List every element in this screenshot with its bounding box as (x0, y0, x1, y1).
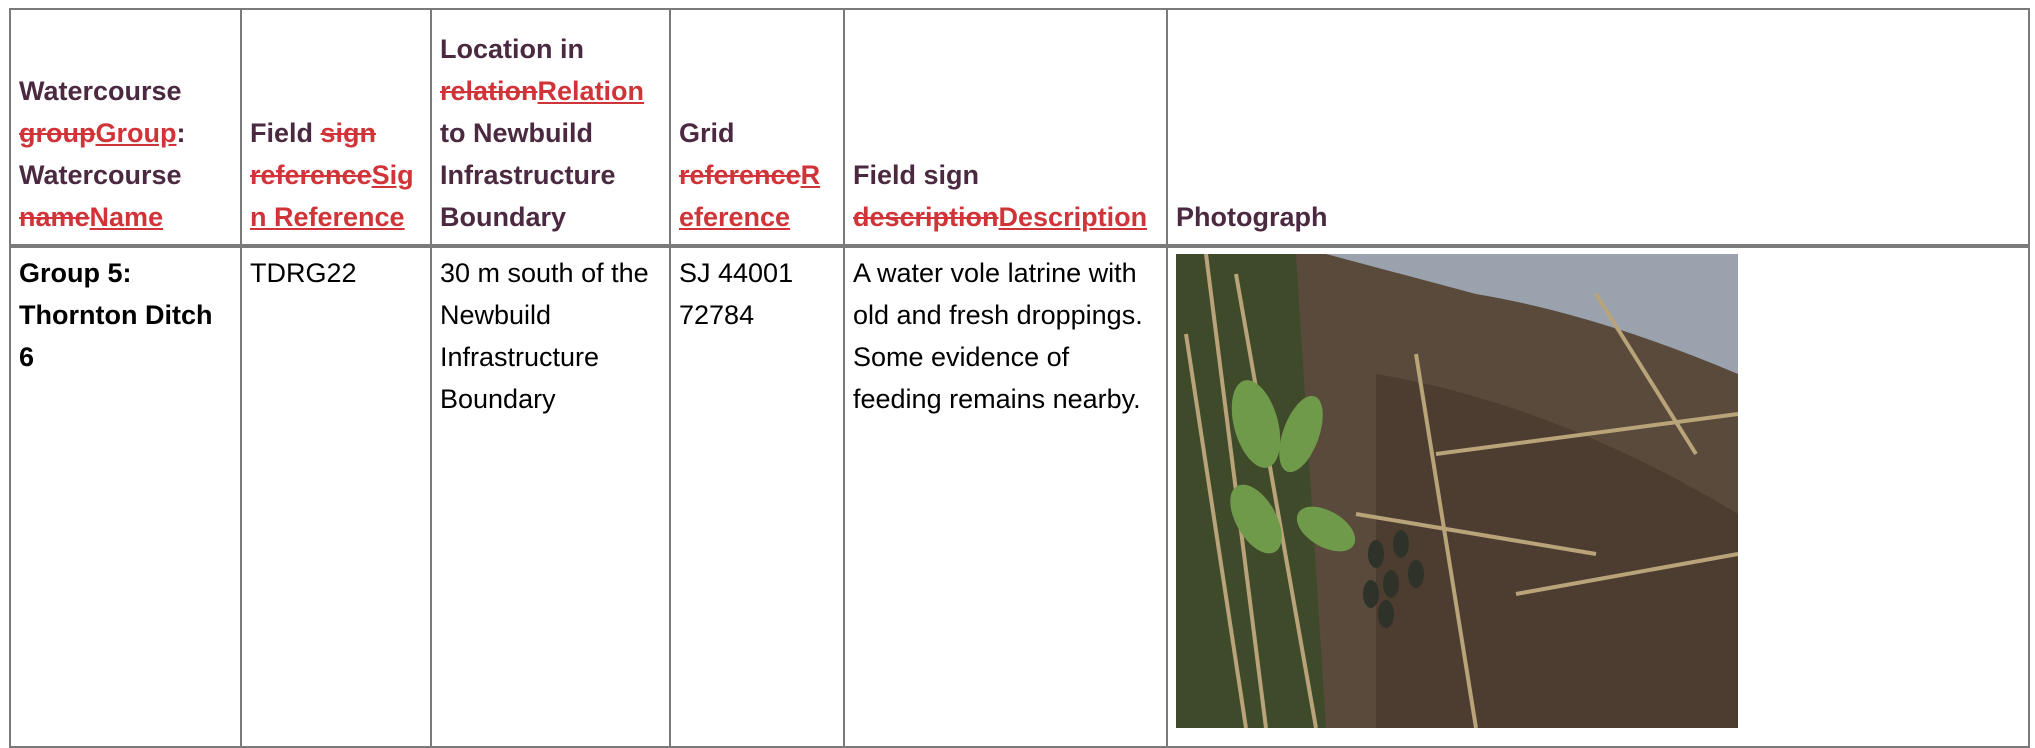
header-text: Field (250, 118, 321, 148)
deleted-text: relation (440, 76, 538, 106)
page: Watercourse groupGroup: Watercourse name… (9, 8, 2030, 748)
header-cell: Field sign referenceSign Reference (240, 8, 432, 248)
inserted-text: Name (89, 202, 164, 232)
header-text: Grid (679, 118, 735, 148)
table-row: Group 5: Thornton Ditch 6 TDRG22 30 m sout… (9, 245, 2030, 748)
inserted-text: Sign Reference (250, 160, 414, 232)
header-text: Watercourse (19, 76, 182, 106)
deleted-text: reference (679, 160, 801, 190)
header-text: Field sign (853, 160, 980, 190)
header-cell: Photograph (1166, 8, 2030, 248)
inserted-text: Description (998, 202, 1148, 232)
deleted-text: name (19, 202, 90, 232)
header-row: Watercourse groupGroup: Watercourse name… (9, 8, 2030, 248)
photo-cell (1166, 245, 2030, 748)
deleted-text: sign reference (250, 118, 377, 190)
header-cell: Location in relationRelation to Newbuild… (430, 8, 671, 248)
header-text: Location in (440, 34, 584, 64)
inserted-text: Relation (537, 76, 645, 106)
header-text: Photograph (1176, 202, 1328, 232)
table-cell: A water vole latrine with old and fresh … (843, 245, 1168, 748)
header-cell: Field sign descriptionDescription (843, 8, 1168, 248)
table-body: Group 5: Thornton Ditch 6 TDRG22 30 m sout… (9, 245, 2030, 748)
inserted-text: Group (95, 118, 177, 148)
header-cell: Watercourse groupGroup: Watercourse name… (9, 8, 242, 248)
table-cell: TDRG22 (240, 245, 432, 748)
deleted-text: description (853, 202, 999, 232)
table-cell: Group 5: Thornton Ditch 6 (9, 245, 242, 748)
photograph (1176, 253, 1739, 729)
table-cell: SJ 44001 72784 (669, 245, 845, 748)
deleted-text: group (19, 118, 96, 148)
header-text: : Watercourse (19, 118, 186, 190)
inserted-text: Reference (679, 160, 821, 232)
header-cell: Grid referenceReference (669, 8, 845, 248)
records-table: Watercourse groupGroup: Watercourse name… (9, 8, 2030, 748)
table-cell: 30 m south of the Newbuild Infrastructur… (430, 245, 671, 748)
header-text: to Newbuild Infrastructure Boundary (440, 118, 616, 232)
